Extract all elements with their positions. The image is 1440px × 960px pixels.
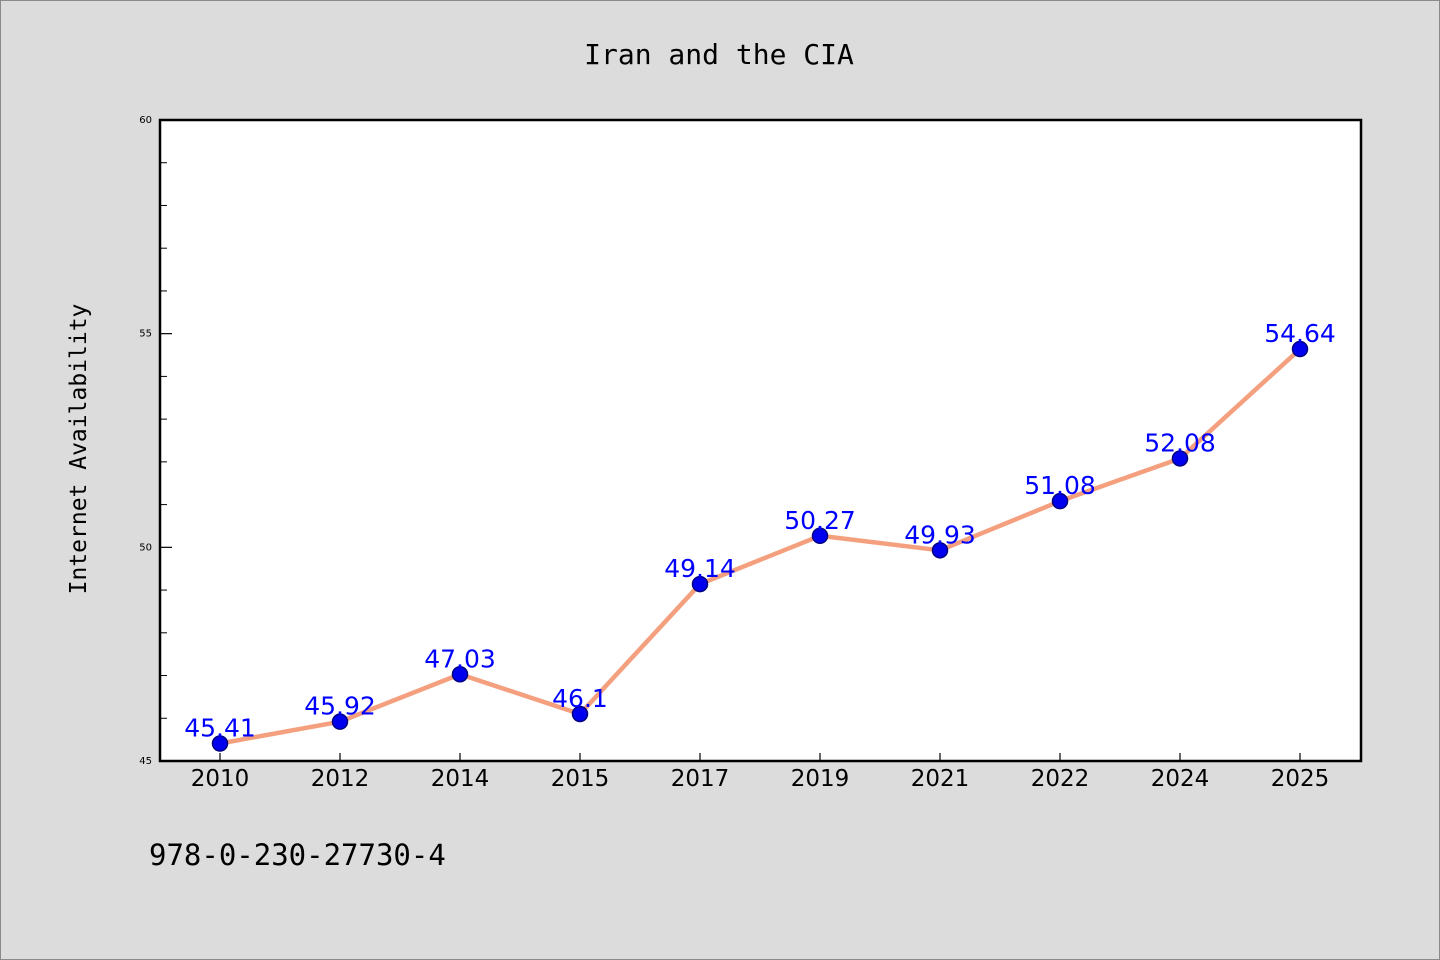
y-tick-label: 50: [139, 542, 152, 553]
data-point: [571, 705, 589, 723]
data-point: [451, 666, 469, 683]
data-label: 50.27: [784, 506, 856, 535]
x-tick-label: 2022: [1031, 766, 1090, 792]
data-label: 46.1: [552, 684, 608, 713]
data-point: [691, 575, 709, 593]
data-point: [211, 735, 229, 752]
y-tick-label: 60: [139, 115, 152, 126]
x-tick-label: 2019: [791, 766, 850, 792]
x-tick-label: 2024: [1151, 766, 1210, 792]
x-tick-label: 2015: [551, 766, 610, 792]
data-label: 45.92: [304, 692, 376, 721]
x-axis: 2010 2012 2014 2015 2017 2019 2021 2022 2024 2025: [191, 753, 1330, 792]
series-layer: [211, 340, 1309, 752]
data-point: [1291, 340, 1309, 358]
x-tick-label: 2021: [911, 766, 970, 792]
data-point: [931, 542, 949, 559]
x-tick-label: 2017: [671, 766, 730, 792]
y-tick-label: 45: [139, 756, 152, 767]
data-label: 52.08: [1144, 428, 1216, 457]
data-label: 49.93: [904, 520, 976, 549]
x-tick-label: 2014: [431, 766, 490, 792]
chart-title: Iran and the CIA: [584, 38, 854, 71]
y-tick-label: 55: [139, 329, 152, 340]
x-tick-label: 2012: [311, 766, 370, 792]
x-tick-label: 2025: [1271, 766, 1330, 792]
plot-area: [158, 118, 1363, 763]
data-label: 45.41: [184, 713, 256, 742]
isbn-footnote: 978-0-230-27730-4: [149, 838, 446, 872]
x-tick-label: 2010: [191, 766, 250, 792]
data-label: 47.03: [424, 644, 496, 673]
data-point: [1171, 450, 1189, 467]
data-label: 54.64: [1264, 319, 1336, 348]
data-label: 51.08: [1024, 471, 1096, 500]
series-line: [217, 346, 1303, 746]
data-label-layer: 45.41 45.92 47.03 46.1 49.14 50.27 49.93 51.08 5…: [184, 319, 1336, 742]
data-point: [1051, 492, 1069, 510]
data-point: [811, 527, 829, 545]
y-axis-label: Internet Availability: [66, 304, 92, 595]
y-axis: 45 50 55 60: [139, 115, 172, 767]
data-point: [331, 713, 349, 730]
data-label: 49.14: [664, 554, 736, 583]
